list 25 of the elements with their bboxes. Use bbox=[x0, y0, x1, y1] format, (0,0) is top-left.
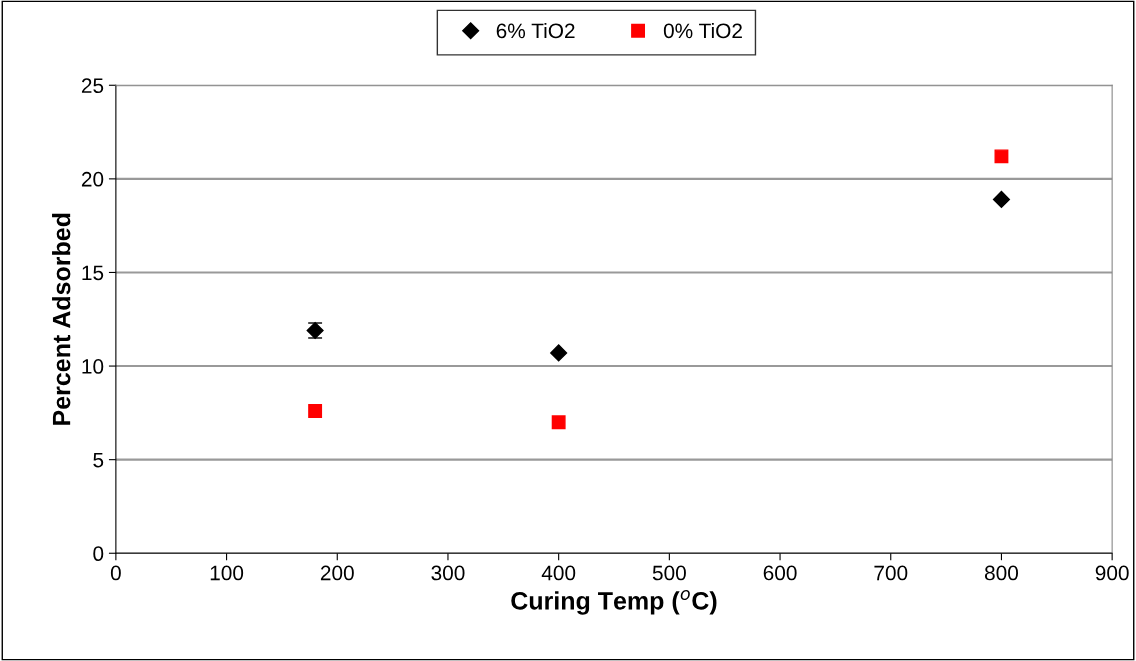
point bbox=[994, 149, 1009, 164]
x-tick-label: 100 bbox=[210, 565, 244, 581]
x-tick-label: 800 bbox=[984, 565, 1019, 581]
point bbox=[308, 404, 323, 418]
x-tick-label: 700 bbox=[874, 565, 908, 581]
x-tick-label: 500 bbox=[652, 565, 686, 581]
x-axis-title: Curing Temp ($^{o}$C) bbox=[511, 590, 717, 615]
x-tick-label: 400 bbox=[541, 565, 576, 581]
legend-label: 0% TiO2 bbox=[663, 22, 742, 39]
y-tick-label: 10 bbox=[82, 359, 104, 374]
y-tick-label: 15 bbox=[82, 265, 104, 281]
x-tick-label: 900 bbox=[1095, 565, 1129, 581]
point bbox=[551, 415, 566, 430]
x-tick-label: 300 bbox=[431, 565, 465, 581]
y-axis-title: Percent Adsorbed bbox=[52, 213, 71, 425]
x-tick-label: 600 bbox=[763, 565, 797, 581]
y-tick-label: 20 bbox=[81, 171, 104, 187]
x-tick-label: 200 bbox=[320, 565, 354, 581]
point bbox=[992, 190, 1010, 209]
y-tick-label: 25 bbox=[81, 78, 104, 94]
point bbox=[550, 344, 568, 362]
legend-label: 6% TiO2 bbox=[496, 22, 575, 39]
x-tick-label: 0 bbox=[110, 565, 121, 581]
y-tick-label: 5 bbox=[93, 452, 104, 468]
y-tick-label: 0 bbox=[93, 546, 104, 562]
